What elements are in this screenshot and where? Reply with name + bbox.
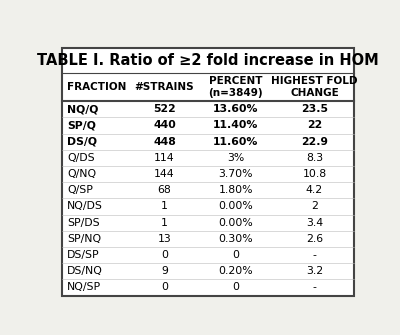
Text: 0.30%: 0.30% (218, 234, 253, 244)
Text: NQ/DS: NQ/DS (67, 201, 103, 211)
Text: 13.60%: 13.60% (213, 104, 258, 114)
Text: Q/SP: Q/SP (67, 185, 93, 195)
Text: PERCENT
(n=3849): PERCENT (n=3849) (208, 76, 263, 98)
Text: SP/DS: SP/DS (67, 218, 100, 228)
Text: 522: 522 (153, 104, 176, 114)
Text: 4.2: 4.2 (306, 185, 323, 195)
Text: 23.5: 23.5 (301, 104, 328, 114)
Text: HIGHEST FOLD
CHANGE: HIGHEST FOLD CHANGE (271, 76, 358, 98)
Text: 2: 2 (311, 201, 318, 211)
Text: FRACTION: FRACTION (67, 82, 126, 92)
Text: 144: 144 (154, 169, 175, 179)
Text: 1: 1 (161, 218, 168, 228)
Text: 0.00%: 0.00% (218, 218, 253, 228)
Text: 3.70%: 3.70% (218, 169, 253, 179)
Text: 0: 0 (232, 282, 239, 292)
Text: DS/Q: DS/Q (67, 137, 97, 147)
Text: TABLE I. Ratio of ≥2 fold increase in HOM: TABLE I. Ratio of ≥2 fold increase in HO… (37, 53, 379, 68)
Text: 68: 68 (158, 185, 171, 195)
Text: 1.80%: 1.80% (218, 185, 253, 195)
Text: 0: 0 (232, 250, 239, 260)
Text: NQ/SP: NQ/SP (67, 282, 101, 292)
Text: 114: 114 (154, 153, 175, 163)
Text: DS/SP: DS/SP (67, 250, 100, 260)
Text: 22: 22 (307, 121, 322, 130)
Text: Q/NQ: Q/NQ (67, 169, 96, 179)
Text: 10.8: 10.8 (302, 169, 326, 179)
Text: NQ/Q: NQ/Q (67, 104, 98, 114)
Text: SP/Q: SP/Q (67, 121, 96, 130)
Text: 11.40%: 11.40% (213, 121, 258, 130)
Text: SP/NQ: SP/NQ (67, 234, 101, 244)
Text: 1: 1 (161, 201, 168, 211)
Text: 3.2: 3.2 (306, 266, 323, 276)
Text: 0: 0 (161, 250, 168, 260)
Text: 3.4: 3.4 (306, 218, 323, 228)
Text: -: - (312, 282, 316, 292)
Text: 8.3: 8.3 (306, 153, 323, 163)
Text: #STRAINS: #STRAINS (134, 82, 194, 92)
Text: 0: 0 (161, 282, 168, 292)
Text: 2.6: 2.6 (306, 234, 323, 244)
Text: 440: 440 (153, 121, 176, 130)
Text: 22.9: 22.9 (301, 137, 328, 147)
Text: 9: 9 (161, 266, 168, 276)
Text: 0.00%: 0.00% (218, 201, 253, 211)
Text: 11.60%: 11.60% (213, 137, 258, 147)
Text: DS/NQ: DS/NQ (67, 266, 103, 276)
Text: 0.20%: 0.20% (218, 266, 253, 276)
Text: 448: 448 (153, 137, 176, 147)
Text: 13: 13 (158, 234, 171, 244)
Text: -: - (312, 250, 316, 260)
Text: 3%: 3% (227, 153, 244, 163)
Text: Q/DS: Q/DS (67, 153, 95, 163)
